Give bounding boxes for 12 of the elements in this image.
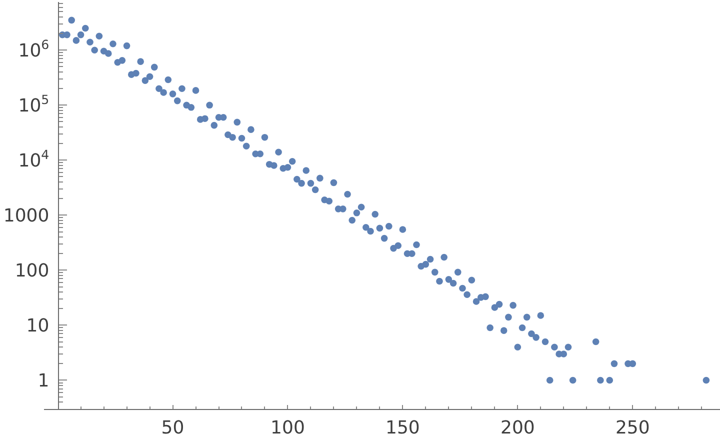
y-tick-label: 100 xyxy=(14,260,50,282)
y-tick-label: 10$^{4}$ xyxy=(18,146,50,172)
x-tick-label: 100 xyxy=(270,418,305,439)
y-tick-label: 1000 xyxy=(3,205,50,226)
x-tick-label: 50 xyxy=(161,418,184,439)
y-tick-label: 1 xyxy=(38,370,50,392)
y-tick-label: 10$^{6}$ xyxy=(18,36,50,62)
y-tick-label: 10 xyxy=(26,316,50,337)
x-tick-label: 250 xyxy=(615,418,650,439)
x-tick-label: 150 xyxy=(386,418,420,439)
x-tick-label: 200 xyxy=(500,418,535,439)
y-tick-label: 10$^{5}$ xyxy=(18,92,50,116)
